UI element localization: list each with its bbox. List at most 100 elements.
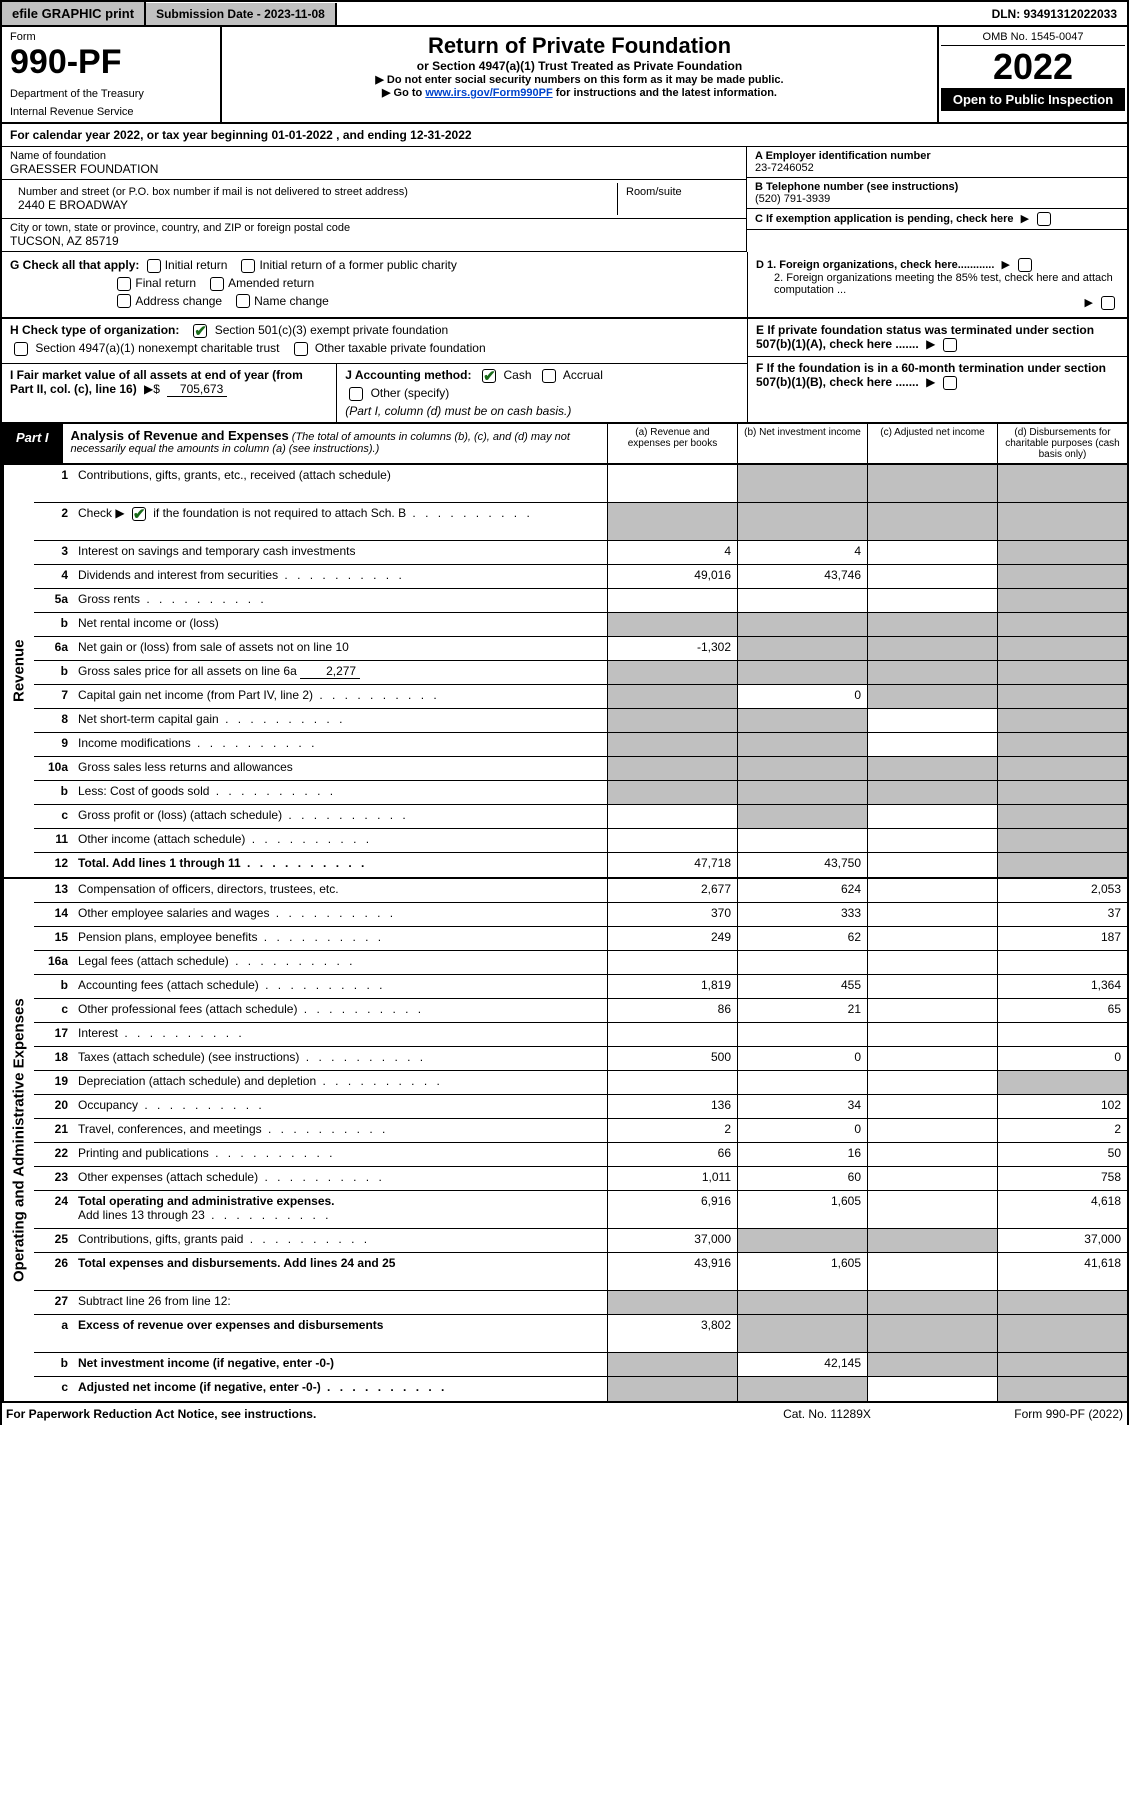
exemption-checkbox[interactable] (1037, 212, 1051, 226)
line-10a: Gross sales less returns and allowances (74, 757, 607, 780)
addr-label: Number and street (or P.O. box number if… (18, 186, 609, 198)
form-header: Form 990-PF Department of the Treasury I… (0, 27, 1129, 124)
j-accrual-checkbox[interactable] (542, 369, 556, 383)
irs-link[interactable]: www.irs.gov/Form990PF (425, 87, 552, 99)
line-17: Interest (74, 1023, 607, 1046)
line-14: Other employee salaries and wages (74, 903, 607, 926)
line-5b: Net rental income or (loss) (74, 613, 607, 636)
line-1: Contributions, gifts, grants, etc., rece… (74, 465, 607, 502)
page-footer: For Paperwork Reduction Act Notice, see … (0, 1403, 1129, 1425)
line-2: Check ▶ if the foundation is not require… (74, 503, 607, 540)
form-label: Form (10, 31, 212, 43)
d1-checkbox[interactable] (1018, 258, 1032, 272)
d2-label: 2. Foreign organizations meeting the 85%… (756, 272, 1119, 296)
col-a-header: (a) Revenue and expenses per books (607, 424, 737, 463)
revenue-section: Revenue 1Contributions, gifts, grants, e… (0, 465, 1129, 879)
calendar-year: For calendar year 2022, or tax year begi… (0, 124, 1129, 147)
ein-label: A Employer identification number (755, 150, 931, 162)
h-501c3-checkbox[interactable] (193, 324, 207, 338)
g-address-change[interactable] (117, 294, 131, 308)
h-4947-checkbox[interactable] (14, 342, 28, 356)
g-final-return[interactable] (117, 277, 131, 291)
schb-checkbox[interactable] (132, 507, 146, 521)
d2-checkbox[interactable] (1101, 296, 1115, 310)
line-6b: Gross sales price for all assets on line… (74, 661, 607, 684)
foundation-name: GRAESSER FOUNDATION (10, 162, 738, 176)
form-number: 990-PF (10, 43, 212, 82)
e-checkbox[interactable] (943, 338, 957, 352)
line-25: Contributions, gifts, grants paid (74, 1229, 607, 1252)
part1-title: Analysis of Revenue and Expenses (71, 428, 289, 443)
revenue-side-label: Revenue (2, 465, 34, 877)
form-subtitle: or Section 4947(a)(1) Trust Treated as P… (228, 59, 931, 73)
city-label: City or town, state or province, country… (10, 222, 738, 234)
form-title: Return of Private Foundation (228, 33, 931, 59)
exemption-label: C If exemption application is pending, c… (755, 213, 1014, 225)
line-10b: Less: Cost of goods sold (74, 781, 607, 804)
part1-header: Part I Analysis of Revenue and Expenses … (0, 424, 1129, 465)
line-27: Subtract line 26 from line 12: (74, 1291, 607, 1314)
g-label: G Check all that apply: (10, 258, 139, 272)
identification-block: Name of foundation GRAESSER FOUNDATION N… (0, 147, 1129, 252)
j-other-checkbox[interactable] (349, 387, 363, 401)
ein-value: 23-7246052 (755, 162, 814, 174)
header-mid: Return of Private Foundation or Section … (222, 27, 937, 122)
topbar: efile GRAPHIC print Submission Date - 20… (0, 0, 1129, 27)
line-3: Interest on savings and temporary cash i… (74, 541, 607, 564)
section-h-e: H Check type of organization: Section 50… (0, 317, 1129, 423)
header-left: Form 990-PF Department of the Treasury I… (2, 27, 222, 122)
tax-year: 2022 (941, 46, 1125, 88)
line-22: Printing and publications (74, 1143, 607, 1166)
line-10c: Gross profit or (loss) (attach schedule) (74, 805, 607, 828)
line-27c: Adjusted net income (if negative, enter … (74, 1377, 607, 1401)
street-address: 2440 E BROADWAY (18, 198, 609, 212)
g-initial-return[interactable] (147, 259, 161, 273)
h-label: H Check type of organization: (10, 323, 179, 337)
j-cash-checkbox[interactable] (482, 369, 496, 383)
expenses-section: Operating and Administrative Expenses 13… (0, 879, 1129, 1403)
f-checkbox[interactable] (943, 376, 957, 390)
line-26: Total expenses and disbursements. Add li… (74, 1253, 607, 1290)
d1-label: D 1. Foreign organizations, check here..… (756, 259, 994, 271)
efile-button[interactable]: efile GRAPHIC print (2, 2, 146, 25)
g-initial-public[interactable] (241, 259, 255, 273)
section-g-d: G Check all that apply: Initial return I… (0, 252, 1129, 317)
h-other-checkbox[interactable] (294, 342, 308, 356)
g-amended-return[interactable] (210, 277, 224, 291)
line-11: Other income (attach schedule) (74, 829, 607, 852)
phone-value: (520) 791-3939 (755, 193, 830, 205)
dept-irs: Internal Revenue Service (10, 106, 212, 118)
open-public: Open to Public Inspection (941, 88, 1125, 111)
line-21: Travel, conferences, and meetings (74, 1119, 607, 1142)
note-link: ▶ Go to www.irs.gov/Form990PF for instru… (228, 86, 931, 99)
g-name-change[interactable] (236, 294, 250, 308)
j-note: (Part I, column (d) must be on cash basi… (345, 404, 571, 418)
line-18: Taxes (attach schedule) (see instruction… (74, 1047, 607, 1070)
line-8: Net short-term capital gain (74, 709, 607, 732)
line-7: Capital gain net income (from Part IV, l… (74, 685, 607, 708)
line-16b: Accounting fees (attach schedule) (74, 975, 607, 998)
line-27a: Excess of revenue over expenses and disb… (74, 1315, 607, 1352)
room-suite-label: Room/suite (618, 183, 738, 215)
line-5a: Gross rents (74, 589, 607, 612)
line-23: Other expenses (attach schedule) (74, 1167, 607, 1190)
dept-treasury: Department of the Treasury (10, 88, 212, 100)
dln: DLN: 93491312022033 (982, 3, 1127, 25)
h-4947-label: Section 4947(a)(1) nonexempt charitable … (35, 341, 279, 355)
submission-date: Submission Date - 2023-11-08 (146, 3, 337, 25)
fmv-value: 705,673 (167, 382, 227, 397)
part1-label: Part I (2, 424, 63, 463)
col-d-header: (d) Disbursements for charitable purpose… (997, 424, 1127, 463)
paperwork-notice: For Paperwork Reduction Act Notice, see … (2, 1407, 727, 1421)
line-9: Income modifications (74, 733, 607, 756)
h-other-label: Other taxable private foundation (315, 341, 486, 355)
line-12: Total. Add lines 1 through 11 (74, 853, 607, 877)
line-24: Total operating and administrative expen… (74, 1191, 607, 1228)
phone-label: B Telephone number (see instructions) (755, 181, 958, 193)
line-13: Compensation of officers, directors, tru… (74, 879, 607, 902)
line-16c: Other professional fees (attach schedule… (74, 999, 607, 1022)
j-label: J Accounting method: (345, 368, 471, 382)
e-label: E If private foundation status was termi… (756, 323, 1094, 351)
note-ssn: ▶ Do not enter social security numbers o… (228, 73, 931, 86)
col-b-header: (b) Net investment income (737, 424, 867, 463)
